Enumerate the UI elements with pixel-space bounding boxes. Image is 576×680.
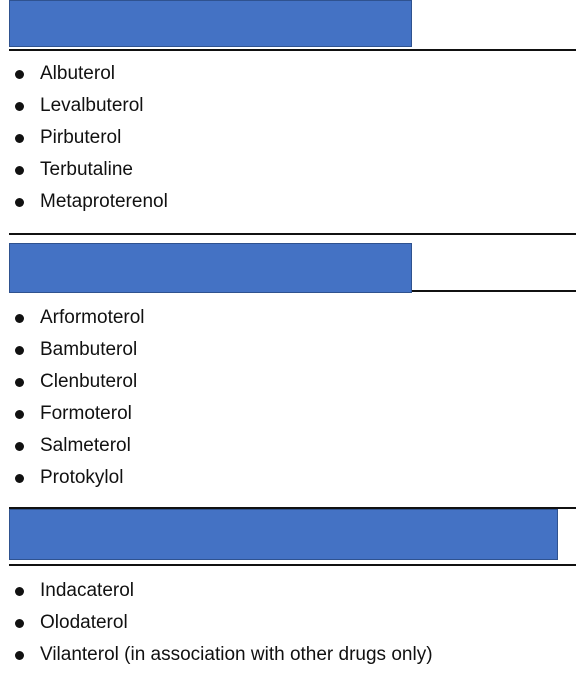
bullet-icon [15,102,24,111]
bullet-icon [15,134,24,143]
bullet-icon [15,346,24,355]
bullet-icon [15,587,24,596]
bullet-icon [15,619,24,628]
section-2-bottom-rule [9,507,576,509]
bullet-icon [15,410,24,419]
section-3-header-bar [9,509,558,560]
bullet-icon [15,166,24,175]
section-2-divider [412,290,576,292]
section-1-divider [9,49,576,51]
bullet-icon [15,70,24,79]
section-1-bottom-rule [9,233,576,235]
bullet-icon [15,198,24,207]
bullet-icon [15,314,24,323]
section-3-divider [9,564,576,566]
section-1-header-bar [9,0,412,47]
bullet-icon [15,651,24,660]
bullet-icon [15,474,24,483]
bullet-icon [15,442,24,451]
section-2-header-bar [9,243,412,293]
bullet-icon [15,378,24,387]
